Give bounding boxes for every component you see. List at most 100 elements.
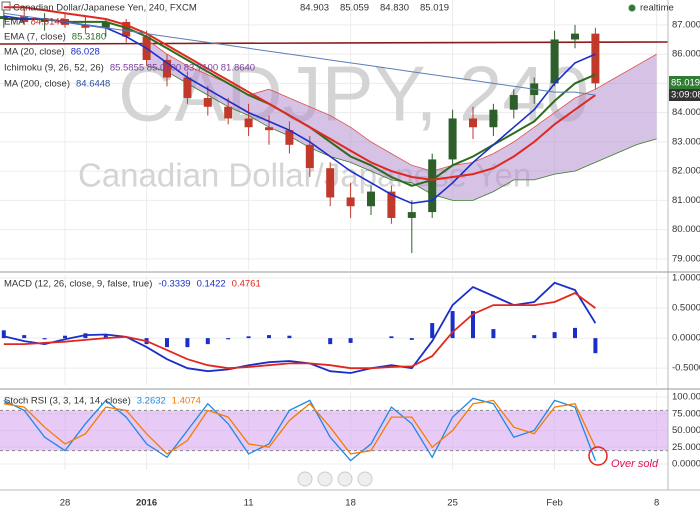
candle-body	[122, 21, 131, 37]
y-tick-label: 86.000	[672, 49, 700, 60]
legend-value: 3.2632	[137, 396, 166, 407]
candle-body	[428, 159, 437, 213]
candle-body	[305, 144, 314, 169]
x-tick-label: 28	[60, 498, 71, 509]
x-tick-label: 25	[447, 498, 458, 509]
legend-value: 84.6448	[76, 79, 110, 90]
legend-label: Ichimoku (9, 26, 52, 26)	[4, 63, 104, 74]
legend-label: EMA (7, close)	[4, 32, 66, 43]
legend-value: 85.5855 85.0100 83.7100 81.8640	[110, 63, 255, 74]
nav-buttons[interactable]	[297, 471, 373, 487]
y-tick-label: 1.0000	[672, 273, 700, 284]
histogram-bar	[532, 335, 537, 339]
annotation: Over sold	[611, 458, 659, 470]
chart-title: Canadian Dollar/Japanese Yen, 240, FXCM	[13, 3, 197, 14]
ohlc-low: 84.830	[380, 3, 409, 14]
candle-body	[265, 127, 273, 131]
histogram-bar	[491, 329, 496, 339]
legend-label: MA (200, close)	[4, 79, 70, 90]
legend-value: 1.4074	[172, 396, 201, 407]
nav-button[interactable]	[337, 471, 353, 487]
y-tick-label: 75.0000	[672, 408, 700, 419]
macd-legend: MACD (12, 26, close, 9, false, true)	[4, 279, 152, 290]
candle-body	[285, 130, 294, 145]
nav-button[interactable]	[317, 471, 333, 487]
y-tick-label: 79.000	[672, 253, 700, 264]
y-tick-label: 80.000	[672, 224, 700, 235]
nav-button[interactable]	[297, 471, 313, 487]
histogram-bar	[63, 335, 67, 339]
ohlc-open: 84.903	[300, 3, 329, 14]
y-tick-label: 82.000	[672, 166, 700, 177]
macd-line	[3, 291, 596, 370]
candle-body	[40, 19, 49, 22]
legend-value: -0.3339	[158, 279, 190, 290]
candle-body	[183, 77, 192, 98]
histogram-bar	[103, 334, 108, 339]
realtime-label: realtime	[640, 3, 674, 14]
y-tick-label: 0.0000	[672, 333, 700, 344]
candle-body	[203, 97, 212, 107]
candle-body	[0, 16, 8, 20]
legend-label: MA (20, close)	[4, 47, 65, 58]
legend-value: 86.028	[71, 47, 100, 58]
candle-body	[509, 95, 518, 110]
x-tick-label: Feb	[546, 498, 562, 509]
histogram-bar	[1, 330, 6, 339]
countdown: 3:09:08	[671, 90, 700, 101]
candle-body	[346, 197, 355, 207]
histogram-bar	[471, 311, 475, 339]
candle-body	[326, 168, 335, 198]
x-tick-label: 8	[654, 498, 659, 509]
realtime-dot	[628, 4, 636, 12]
histogram-bar	[42, 338, 47, 340]
histogram-bar	[328, 338, 333, 345]
histogram-bar	[267, 335, 271, 339]
x-tick-label: 18	[345, 498, 356, 509]
macd-line	[3, 281, 597, 374]
y-tick-label: 50.0000	[672, 425, 700, 436]
x-tick-label: 11	[244, 498, 254, 509]
candle-body	[81, 24, 90, 28]
histogram-bar	[409, 338, 414, 340]
y-tick-label: 84.000	[672, 107, 700, 118]
histogram-bar	[246, 336, 251, 339]
candle-body	[550, 39, 559, 84]
histogram-bar	[552, 332, 557, 339]
legend-value: 85.3180	[72, 32, 106, 43]
candle-body	[407, 212, 416, 218]
x-tick-label: 2016	[136, 498, 157, 509]
histogram-bar	[185, 338, 190, 348]
ohlc-close: 85.019	[420, 3, 449, 14]
legend-value: 0.4761	[232, 279, 261, 290]
legend-value: 0.1422	[197, 279, 226, 290]
y-tick-label: -0.5000	[672, 363, 700, 374]
indicator-line	[3, 6, 596, 181]
histogram-bar	[165, 338, 169, 348]
candle-body	[469, 118, 477, 128]
y-tick-label: 87.000	[672, 19, 700, 30]
histogram-bar	[450, 311, 455, 339]
annotation-circle	[588, 446, 608, 466]
last-price-box	[669, 76, 700, 89]
y-tick-label: 0.5000	[672, 303, 700, 314]
y-tick-label: 0.0000	[672, 458, 700, 469]
ohlc-high: 85.059	[340, 3, 369, 14]
y-tick-label: 83.000	[672, 136, 700, 147]
candle-body	[387, 191, 396, 218]
histogram-bar	[348, 338, 353, 343]
y-tick-label: 25.0000	[672, 442, 700, 453]
legend-value: 84.6140	[31, 17, 65, 28]
legends: Canadian Dollar/Japanese Yen, 240, FXCM …	[1, 1, 700, 487]
last-price: 85.019	[671, 78, 700, 89]
histogram-bar	[226, 338, 231, 340]
candle-body	[244, 118, 253, 128]
candle-body	[101, 21, 110, 28]
histogram-bar	[593, 338, 598, 354]
candle-body	[591, 33, 600, 84]
stoch-line	[3, 399, 596, 455]
symbol-icon	[1, 1, 11, 11]
nav-button[interactable]	[357, 471, 373, 487]
histogram-bar	[573, 327, 577, 339]
